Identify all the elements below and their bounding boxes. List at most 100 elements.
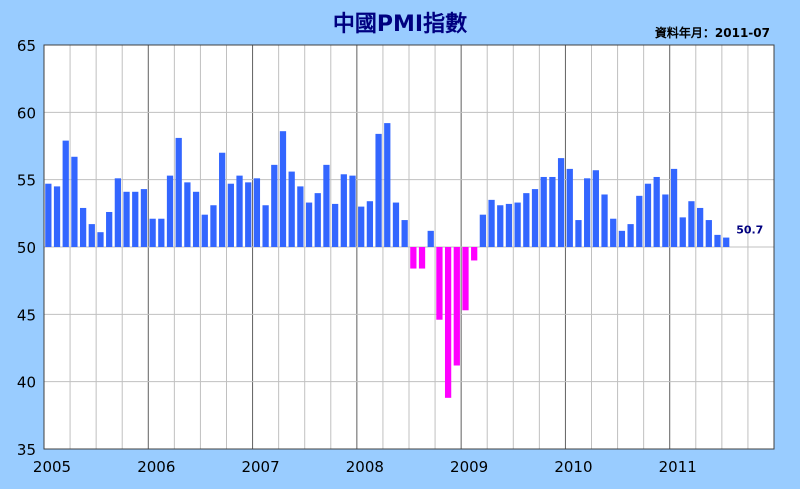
data-bar xyxy=(53,186,61,247)
data-bar xyxy=(610,218,617,247)
y-tick-label: 35 xyxy=(17,441,36,459)
data-bar xyxy=(323,164,330,247)
data-bar xyxy=(410,247,417,269)
data-bar xyxy=(140,189,148,247)
data-bar xyxy=(679,217,686,247)
x-tick-label: 2008 xyxy=(346,458,384,476)
data-bar xyxy=(262,205,269,247)
y-tick-label: 40 xyxy=(17,374,36,392)
data-bar xyxy=(392,202,400,247)
data-bar xyxy=(462,247,469,311)
data-bar xyxy=(653,176,660,247)
data-bar xyxy=(88,224,95,247)
data-bar xyxy=(723,237,730,247)
x-tick-label: 2007 xyxy=(241,458,279,476)
data-bar xyxy=(584,178,591,247)
data-bar xyxy=(305,202,313,247)
data-bar xyxy=(436,247,443,320)
data-bar xyxy=(314,193,321,247)
data-bar xyxy=(62,140,69,247)
data-bar xyxy=(219,152,226,247)
data-bar xyxy=(514,202,521,247)
data-bar xyxy=(636,195,643,247)
data-bar xyxy=(192,191,200,247)
data-bar xyxy=(123,191,130,247)
data-period-note: 資料年月：2011-07 xyxy=(654,26,770,40)
data-bar xyxy=(427,230,434,247)
y-tick-label: 45 xyxy=(17,306,36,324)
x-tick-label: 2006 xyxy=(137,458,175,476)
bars xyxy=(45,123,730,398)
data-bar xyxy=(366,201,374,247)
y-tick-label: 55 xyxy=(17,172,36,190)
x-tick-label: 2009 xyxy=(450,458,488,476)
data-bar xyxy=(166,175,174,247)
data-bar xyxy=(271,164,278,247)
data-bar xyxy=(488,199,495,247)
data-bar xyxy=(627,224,634,247)
data-bar xyxy=(688,201,695,247)
data-bar xyxy=(340,174,347,247)
x-tick-label: 2010 xyxy=(554,458,592,476)
labels: 35 40 45 50 55 60 65 2005 2006 2007 2008 2009 2010 20… xyxy=(17,37,763,476)
data-bar xyxy=(540,176,547,247)
axes xyxy=(43,44,775,450)
data-bar xyxy=(618,230,626,247)
data-bar xyxy=(210,205,217,247)
data-bar xyxy=(375,133,382,247)
data-bar xyxy=(418,247,426,269)
data-bar xyxy=(358,206,365,247)
data-bar xyxy=(288,171,295,247)
data-bar xyxy=(592,170,599,247)
data-bar xyxy=(601,194,608,247)
x-tick-label: 2011 xyxy=(659,458,697,476)
data-bar xyxy=(106,211,113,247)
data-bar xyxy=(479,214,486,247)
data-bar xyxy=(575,220,582,247)
data-bar xyxy=(114,178,121,247)
x-tick-label: 2005 xyxy=(33,458,71,476)
y-tick-label: 65 xyxy=(17,37,36,55)
y-tick-label: 60 xyxy=(17,104,36,122)
data-bar xyxy=(71,156,78,247)
data-bar xyxy=(132,191,139,247)
data-bar xyxy=(644,183,652,247)
data-bar xyxy=(97,232,104,247)
data-bar xyxy=(662,194,669,247)
grid-lines xyxy=(44,45,774,449)
data-bar xyxy=(245,182,252,247)
data-bar xyxy=(557,158,565,247)
data-bar xyxy=(549,176,556,247)
data-bar xyxy=(297,186,304,247)
data-bar xyxy=(332,203,339,247)
y-tick-label: 50 xyxy=(17,239,36,257)
last-value-label: 50.7 xyxy=(736,224,763,237)
data-bar xyxy=(384,123,391,247)
data-bar xyxy=(253,178,261,247)
plot-border xyxy=(43,44,775,450)
data-bar xyxy=(175,137,182,247)
data-bar xyxy=(279,131,287,247)
data-bar xyxy=(453,247,460,366)
data-bar xyxy=(184,182,191,247)
data-bar xyxy=(149,218,156,247)
data-bar xyxy=(79,207,87,247)
data-bar xyxy=(505,203,513,247)
data-bar xyxy=(227,183,234,247)
data-bar xyxy=(497,205,504,247)
data-bar xyxy=(201,214,208,247)
data-bar xyxy=(471,247,478,261)
data-bar xyxy=(45,183,52,247)
data-bar xyxy=(444,247,452,398)
data-bar xyxy=(670,168,678,247)
data-bar xyxy=(705,220,712,247)
data-bar xyxy=(349,175,356,247)
data-bar xyxy=(236,175,243,247)
data-bar xyxy=(714,234,721,247)
data-bar xyxy=(697,207,704,247)
data-bar xyxy=(158,218,165,247)
data-bar xyxy=(566,168,573,247)
data-bar xyxy=(523,193,530,247)
data-bar xyxy=(401,220,408,247)
